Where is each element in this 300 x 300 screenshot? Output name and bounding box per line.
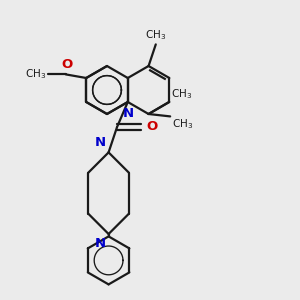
Text: CH$_3$: CH$_3$ xyxy=(25,68,46,81)
Text: O: O xyxy=(61,58,72,71)
Text: N: N xyxy=(94,237,106,250)
Text: CH$_3$: CH$_3$ xyxy=(171,87,192,101)
Text: N: N xyxy=(94,136,106,149)
Text: O: O xyxy=(146,120,157,133)
Text: N: N xyxy=(123,107,134,120)
Text: CH$_3$: CH$_3$ xyxy=(145,28,166,42)
Text: CH$_3$: CH$_3$ xyxy=(172,117,194,131)
